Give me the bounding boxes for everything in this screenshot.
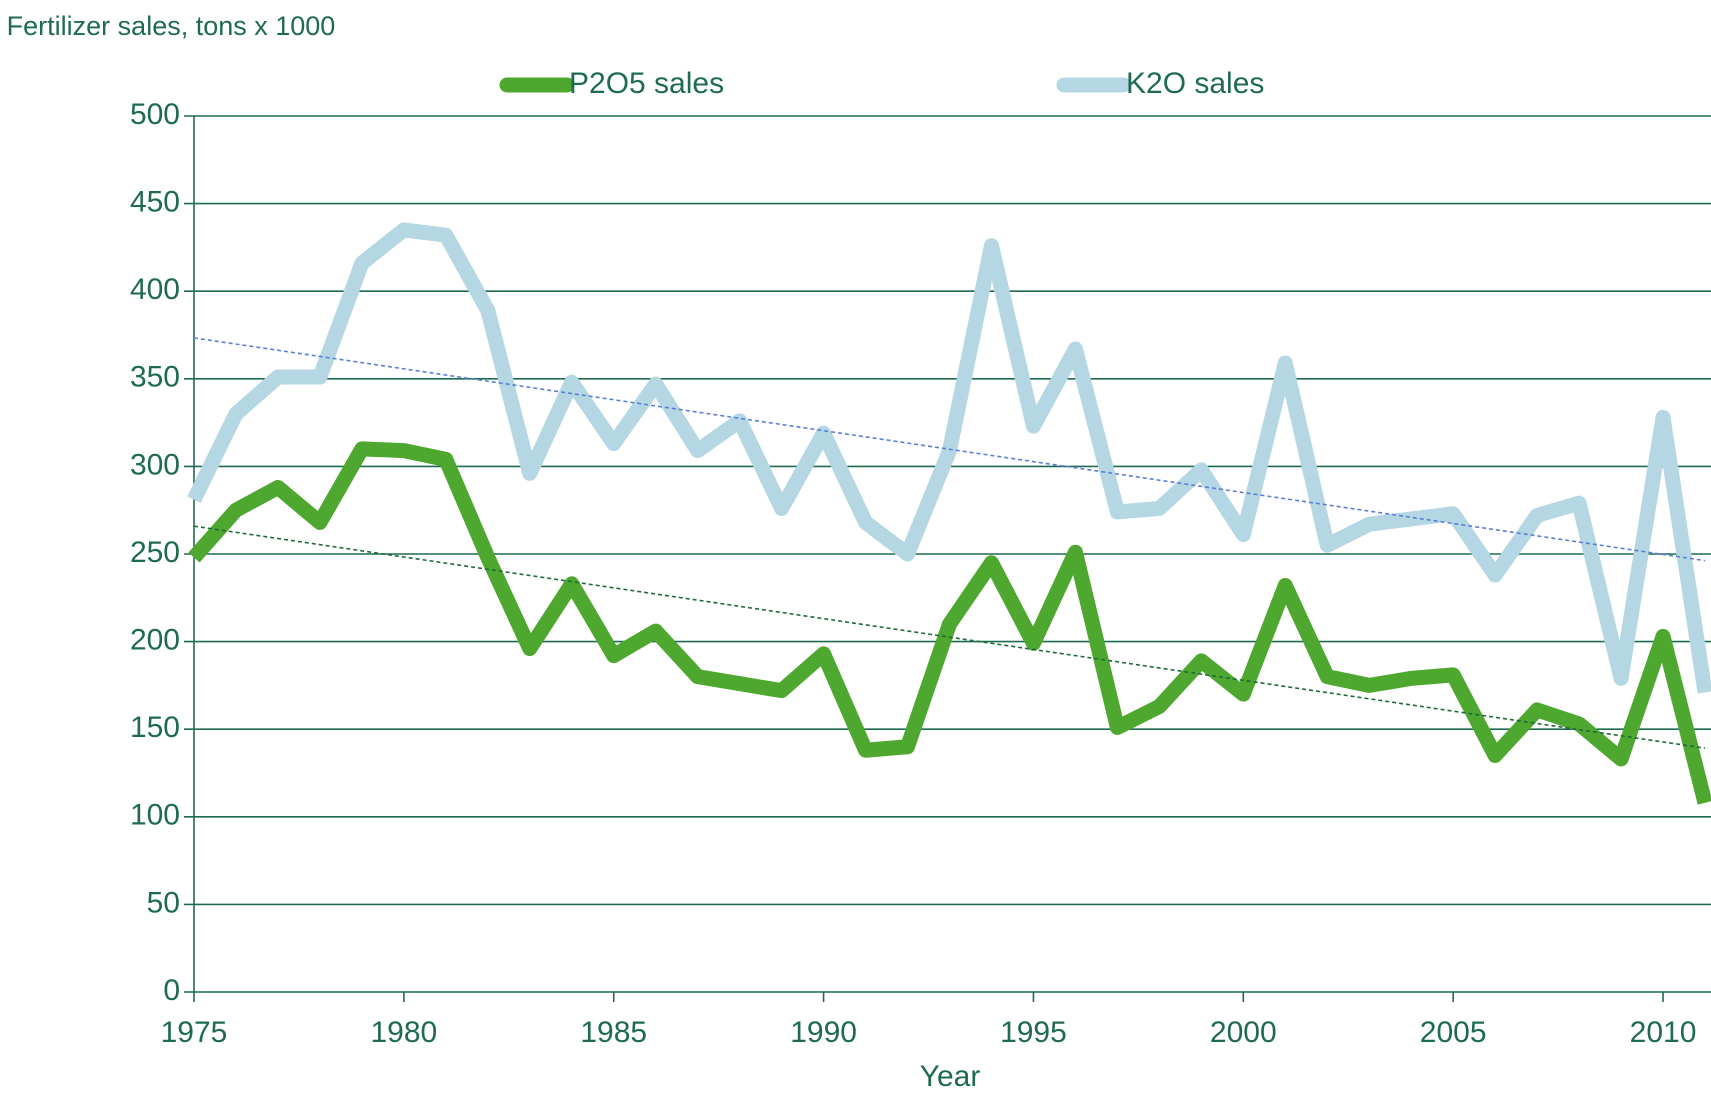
legend-label: K2O sales: [1126, 67, 1264, 100]
y-tick-label: 500: [130, 98, 180, 131]
x-tick-label: 1980: [370, 1016, 437, 1049]
y-axis-title: Fertilizer sales, tons x 1000: [6, 11, 336, 41]
x-tick-label: 2010: [1630, 1016, 1697, 1049]
x-tick-label: 2000: [1210, 1016, 1277, 1049]
x-tick-label: 1995: [1000, 1016, 1067, 1049]
x-axis-title: Year: [920, 1060, 981, 1093]
y-tick-label: 150: [130, 711, 180, 744]
line-series: [187, 222, 1711, 694]
x-tick-label: 1985: [580, 1016, 647, 1049]
x-tick-label: 1975: [161, 1016, 228, 1049]
y-tick-label: 200: [130, 624, 180, 657]
y-tick-label: 250: [130, 536, 180, 569]
y-tick-label: 50: [147, 886, 180, 919]
y-tick-label: 350: [130, 361, 180, 394]
y-tick-label: 450: [130, 186, 180, 219]
x-tick-label: 1990: [790, 1016, 857, 1049]
y-tick-label: 400: [130, 273, 180, 306]
trendline: [193, 337, 1706, 562]
y-tick-label: 0: [163, 974, 180, 1007]
trendline: [193, 525, 1706, 749]
x-tick-label: 2005: [1420, 1016, 1487, 1049]
y-tick-label: 100: [130, 799, 180, 832]
y-tick-label: 300: [130, 448, 180, 481]
line-series: [188, 441, 1711, 805]
legend-label: P2O5 sales: [569, 67, 724, 100]
